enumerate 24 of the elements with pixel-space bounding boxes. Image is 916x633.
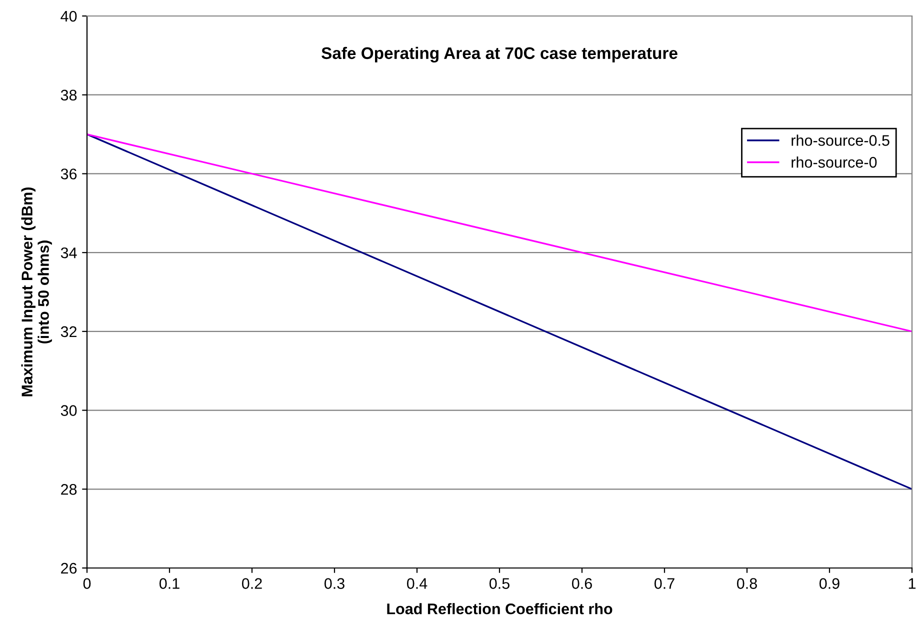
legend-label: rho-source-0.5 — [792, 134, 890, 146]
x-tick-label: 0.3 — [324, 578, 344, 589]
x-tick-label: 0.1 — [159, 578, 180, 589]
y-tick-label: 30 — [60, 405, 77, 416]
x-tick-label: 0.5 — [489, 578, 510, 589]
y-tick-label: 28 — [61, 484, 77, 495]
x-tick-label: 0.4 — [406, 578, 428, 589]
y-tick-label: 36 — [60, 168, 77, 180]
x-axis-title: Load Reflection Coefficient rho — [387, 603, 612, 614]
legend-label: rho-source-0 — [792, 156, 877, 168]
text: Safe Operating Area at 70C case temperature — [322, 46, 678, 62]
x-tick-label: 0.7 — [654, 578, 674, 589]
x-tick-label: 0.6 — [572, 578, 592, 589]
x-tick-label: 0.8 — [736, 578, 757, 589]
x-tick-label: 1 — [908, 578, 916, 589]
x-tick-label: 0.2 — [242, 578, 262, 589]
y-tick-label: 40 — [60, 10, 77, 22]
y-tick-label: 32 — [60, 326, 77, 338]
y-tick-label: 38 — [60, 90, 77, 101]
y-axis-title: Maximum Input Power (dBm) (into 50 ohms) — [21, 188, 52, 396]
x-tick-label: 0 — [83, 578, 91, 589]
x-tick-label: 0.9 — [819, 578, 840, 589]
y-tick-label: 26 — [61, 562, 77, 574]
y-tick-label: 34 — [60, 247, 77, 258]
